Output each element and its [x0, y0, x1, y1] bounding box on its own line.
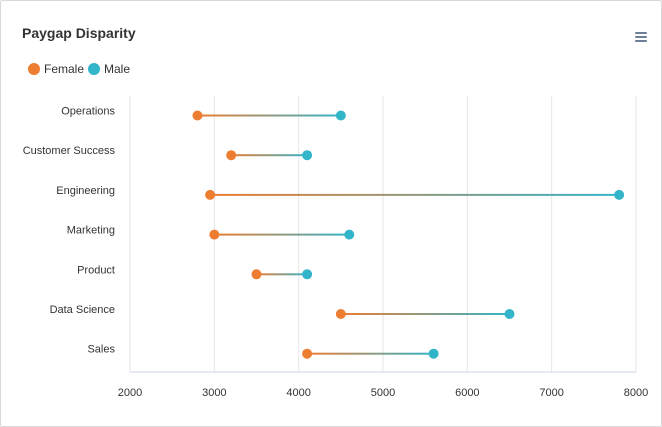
dumbbell-connector [231, 154, 308, 157]
chart-legend: Female Male [28, 62, 134, 76]
y-category-label: Marketing [67, 225, 115, 237]
male-point[interactable] [302, 150, 313, 161]
x-tick-label: 8000 [624, 387, 648, 399]
male-point[interactable] [428, 348, 439, 359]
x-tick-label: 3000 [202, 387, 226, 399]
legend-label-female: Female [44, 62, 85, 76]
female-point[interactable] [226, 150, 237, 161]
dumbbell-connector [256, 273, 308, 276]
legend-marker-female [28, 63, 40, 75]
female-point[interactable] [302, 348, 313, 359]
legend-marker-male [88, 63, 101, 75]
male-point[interactable] [504, 309, 515, 319]
dumbbell-connector [197, 114, 341, 117]
dumbbell-connector [307, 352, 434, 355]
chart-title: Paygap Disparity [22, 25, 136, 41]
female-point[interactable] [205, 189, 216, 200]
legend-item-female[interactable]: Female [28, 62, 84, 76]
legend-item-male[interactable]: Male [88, 62, 130, 76]
dumbbell-connector [214, 233, 350, 236]
dumbbell-connector [210, 193, 620, 196]
legend-label-male: Male [104, 62, 131, 76]
x-tick-label: 7000 [539, 387, 563, 399]
y-category-label: Customer Success [23, 145, 116, 157]
y-category-label: Sales [87, 344, 115, 356]
male-point[interactable] [344, 229, 355, 240]
male-point[interactable] [302, 269, 313, 280]
y-category-label: Engineering [56, 185, 115, 197]
female-point[interactable] [251, 269, 262, 280]
x-tick-label: 5000 [371, 387, 395, 399]
female-point[interactable] [335, 309, 346, 319]
x-tick-label: 2000 [118, 387, 142, 399]
dumbbell-connector [340, 313, 510, 315]
female-point[interactable] [192, 110, 203, 121]
x-tick-label: 4000 [286, 387, 310, 399]
hamburger-menu-icon[interactable] [633, 29, 649, 45]
male-point[interactable] [614, 189, 625, 200]
female-point[interactable] [209, 229, 220, 240]
male-point[interactable] [335, 110, 346, 121]
y-category-label: Operations [61, 106, 115, 118]
x-tick-label: 6000 [455, 387, 479, 399]
y-category-label: Data Science [50, 304, 115, 316]
y-category-label: Product [77, 264, 115, 276]
